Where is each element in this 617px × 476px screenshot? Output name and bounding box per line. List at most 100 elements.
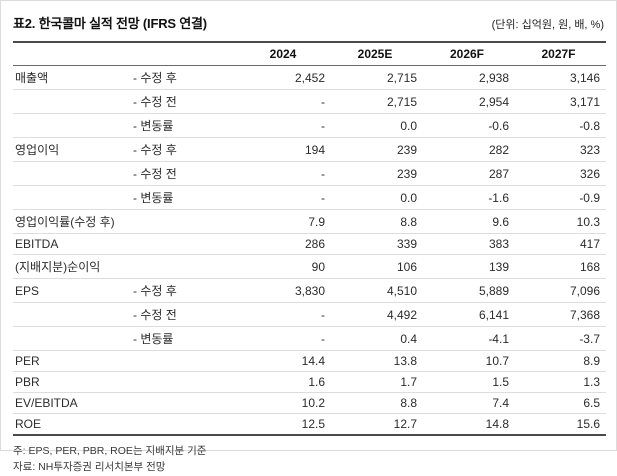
cell-value: - [239,113,331,138]
table-row: EPS - 수정 후 3,830 4,510 5,889 7,096 [13,278,606,303]
row-sublabel [131,371,239,393]
table-row: (지배지분)순이익 90 106 139 168 [13,254,606,279]
cell-value: - [239,161,331,186]
cell-value: 239 [331,161,423,186]
row-sublabel: - 수정 후 [131,278,239,303]
cell-value: 8.9 [515,350,606,372]
row-label [13,326,131,351]
cell-value: 1.5 [423,371,515,393]
table-row: - 변동률 - 0.4 -4.1 -3.7 [13,326,606,351]
cell-value: 106 [331,254,423,279]
footnote-source: 자료: NH투자증권 리서치본부 전망 [13,461,166,474]
cell-value: 139 [423,254,515,279]
cell-value: -0.9 [515,185,606,210]
row-sublabel: - 수정 전 [131,161,239,186]
table-row: PER 14.4 13.8 10.7 8.9 [13,350,606,372]
cell-value: 12.7 [331,413,423,436]
row-sublabel [131,209,239,234]
cell-value: - [239,185,331,210]
row-label: 영업이익률(수정 후) [13,209,131,234]
cell-value: 1.7 [331,371,423,393]
table-row: - 변동률 - 0.0 -1.6 -0.9 [13,185,606,210]
cell-value: 0.0 [331,113,423,138]
row-sublabel [131,413,239,436]
row-label: EBITDA [13,233,131,255]
row-sublabel [131,392,239,414]
cell-value: 2,938 [423,65,515,90]
cell-value: 3,830 [239,278,331,303]
cell-value: 168 [515,254,606,279]
row-sublabel [131,233,239,255]
page-title: 표2. 한국콜마 실적 전망 (IFRS 연결) [13,16,207,31]
cell-value: 10.2 [239,392,331,414]
cell-value: 2,715 [331,89,423,114]
cell-value: 287 [423,161,515,186]
cell-value: 8.8 [331,209,423,234]
table-header: 표2. 한국콜마 실적 전망 (IFRS 연결) (단위: 십억원, 원, 배,… [13,13,604,32]
cell-value: 339 [331,233,423,255]
table-row: - 변동률 - 0.0 -0.6 -0.8 [13,113,606,138]
cell-value: 7.9 [239,209,331,234]
cell-value: 1.6 [239,371,331,393]
unit-note: (단위: 십억원, 원, 배, %) [491,19,604,31]
cell-value: 1.3 [515,371,606,393]
cell-value: - [239,326,331,351]
cell-value: - [239,302,331,327]
row-sublabel: - 수정 전 [131,302,239,327]
cell-value: 6.5 [515,392,606,414]
table-row: - 수정 전 - 4,492 6,141 7,368 [13,302,606,327]
row-label: EV/EBITDA [13,392,131,414]
row-label: (지배지분)순이익 [13,254,131,279]
table-row: PBR 1.6 1.7 1.5 1.3 [13,371,606,393]
table-row: EBITDA 286 339 383 417 [13,233,606,255]
row-label: PBR [13,371,131,393]
cell-value: -4.1 [423,326,515,351]
column-header-2024: 2024 [239,41,331,66]
cell-value: 286 [239,233,331,255]
cell-value: 14.4 [239,350,331,372]
cell-value: -1.6 [423,185,515,210]
cell-value: -0.6 [423,113,515,138]
column-header-2027f: 2027F [515,41,606,66]
cell-value: 90 [239,254,331,279]
cell-value: 10.7 [423,350,515,372]
cell-value: 417 [515,233,606,255]
row-label [13,185,131,210]
row-sublabel [131,350,239,372]
footnote-note: 주: EPS, PER, PBR, ROE는 지배지분 기준 [13,445,207,457]
cell-value: 194 [239,137,331,162]
cell-value: 3,171 [515,89,606,114]
cell-value: 7,368 [515,302,606,327]
cell-value: 6,141 [423,302,515,327]
cell-value: 9.6 [423,209,515,234]
cell-value: 0.4 [331,326,423,351]
cell-value: 239 [331,137,423,162]
cell-value: 326 [515,161,606,186]
row-sublabel: - 수정 전 [131,89,239,114]
cell-value: 4,510 [331,278,423,303]
table-row: 영업이익 - 수정 후 194 239 282 323 [13,137,606,162]
row-sublabel: - 변동률 [131,185,239,210]
cell-value: 2,452 [239,65,331,90]
cell-value: 383 [423,233,515,255]
cell-value: 282 [423,137,515,162]
cell-value: 5,889 [423,278,515,303]
forecast-table: 2024 2025E 2026F 2027F 매출액 - 수정 후 2,452 … [13,41,606,436]
table-row: - 수정 전 - 239 287 326 [13,161,606,186]
cell-value: 0.0 [331,185,423,210]
cell-value: 13.8 [331,350,423,372]
row-label: 영업이익 [13,137,131,162]
row-sublabel: - 변동률 [131,113,239,138]
cell-value: 3,146 [515,65,606,90]
row-sublabel: - 변동률 [131,326,239,351]
cell-value: 15.6 [515,413,606,436]
cell-value: 14.8 [423,413,515,436]
cell-value: 10.3 [515,209,606,234]
row-label [13,89,131,114]
label-column-header [13,41,239,66]
column-header-2026f: 2026F [423,41,515,66]
cell-value: -0.8 [515,113,606,138]
row-label [13,113,131,138]
table-row: EV/EBITDA 10.2 8.8 7.4 6.5 [13,392,606,414]
cell-value: 12.5 [239,413,331,436]
